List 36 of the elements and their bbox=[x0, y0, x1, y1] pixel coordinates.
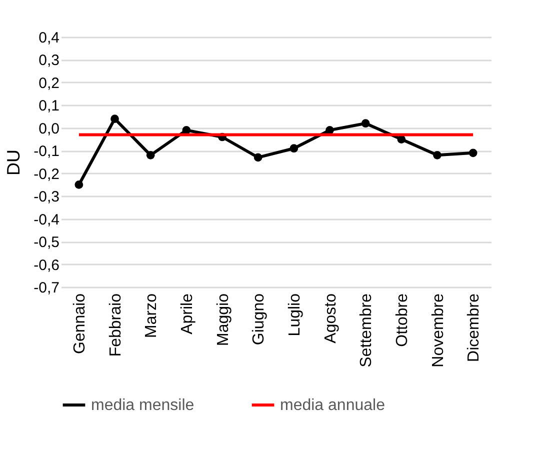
y-tick-label: -0,4 bbox=[34, 211, 60, 228]
x-tick-label: Maggio bbox=[214, 293, 232, 346]
y-axis-title: DU bbox=[4, 150, 24, 176]
x-tick-label: Gennaio bbox=[71, 293, 88, 354]
y-tick-label: -0,1 bbox=[34, 143, 60, 160]
y-tick-label: 0,1 bbox=[38, 98, 60, 115]
point bbox=[361, 119, 370, 128]
x-tick-label: Febbraio bbox=[107, 293, 124, 357]
x-tick-label: Giugno bbox=[250, 293, 268, 346]
x-tick-label: Marzo bbox=[143, 293, 160, 338]
x-tick-label: Agosto bbox=[322, 293, 340, 344]
y-tick-label: 0,4 bbox=[38, 30, 60, 46]
y-tick-label: -0,6 bbox=[34, 256, 60, 274]
y-tick-label: -0,5 bbox=[34, 234, 60, 252]
x-tick-label: Novembre bbox=[430, 293, 447, 368]
legend-label: media annuale bbox=[280, 397, 386, 414]
y-tick-label: 0,3 bbox=[38, 52, 60, 70]
point bbox=[290, 144, 298, 153]
x-tick-label: Settembre bbox=[358, 293, 376, 368]
point bbox=[110, 114, 119, 123]
x-tick-label: Dicembre bbox=[466, 293, 483, 362]
y-tick-label: -0,2 bbox=[34, 166, 60, 183]
x-tick-label: Ottobre bbox=[394, 293, 411, 347]
y-tick-label: 0,2 bbox=[38, 74, 60, 92]
point bbox=[146, 151, 155, 160]
point bbox=[397, 135, 406, 144]
point bbox=[74, 180, 84, 189]
point bbox=[433, 151, 442, 160]
x-tick-label: Aprile bbox=[178, 293, 196, 334]
legend-label: media mensile bbox=[91, 397, 194, 414]
y-tick-label: -0,7 bbox=[34, 280, 60, 296]
point bbox=[468, 148, 478, 158]
y-tick-label: 0,0 bbox=[38, 120, 60, 138]
point bbox=[254, 153, 262, 162]
y-tick-label: -0,3 bbox=[34, 188, 60, 206]
x-tick-label: Luglio bbox=[286, 293, 304, 336]
